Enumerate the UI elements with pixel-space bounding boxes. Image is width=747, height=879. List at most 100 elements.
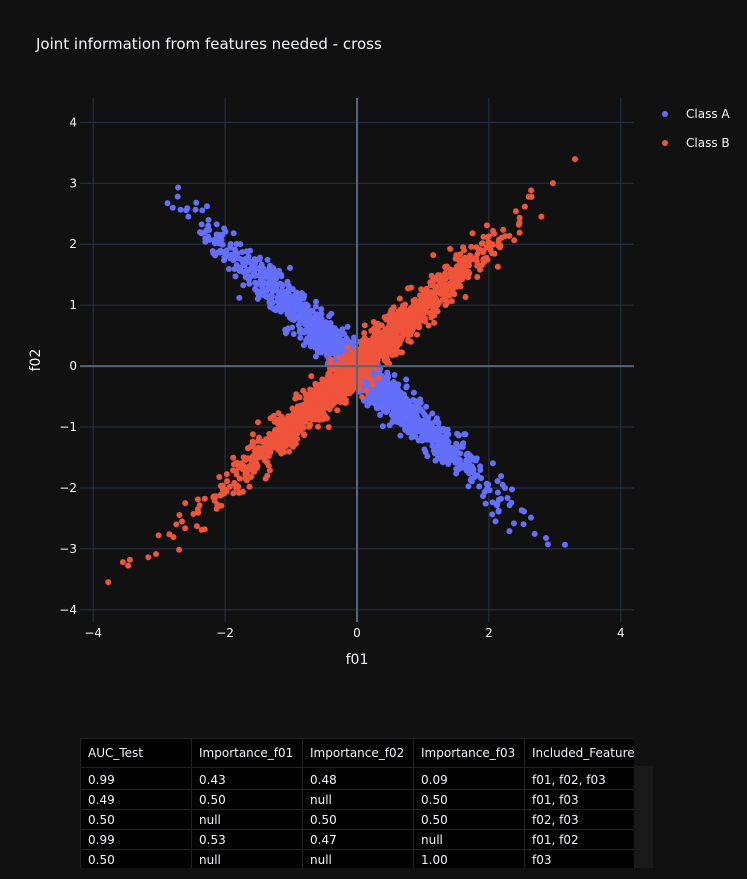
- data-point: [292, 304, 298, 310]
- zero-lines: [80, 98, 634, 622]
- data-point: [525, 193, 532, 200]
- data-point: [239, 488, 246, 495]
- data-point: [310, 391, 317, 398]
- data-point: [350, 360, 357, 366]
- data-point: [454, 466, 461, 473]
- data-point: [326, 313, 333, 320]
- data-point: [509, 486, 515, 493]
- data-point: [279, 281, 285, 288]
- data-point: [403, 383, 410, 390]
- data-point: [444, 432, 450, 439]
- data-point: [457, 443, 464, 450]
- data-point: [231, 480, 238, 487]
- legend[interactable]: Class A Class B: [662, 107, 730, 150]
- data-point: [405, 285, 411, 292]
- x-tick-label: −2: [216, 626, 234, 640]
- data-point: [489, 499, 496, 506]
- legend-label: Class A: [686, 107, 730, 121]
- data-point: [231, 266, 238, 272]
- data-point: [467, 466, 474, 473]
- data-point: [174, 193, 181, 200]
- data-point: [267, 303, 274, 310]
- data-point: [345, 367, 352, 374]
- data-point: [177, 206, 184, 213]
- data-point: [397, 432, 404, 439]
- data-point: [328, 324, 335, 331]
- data-point: [414, 304, 421, 311]
- data-point: [337, 399, 344, 405]
- data-point: [492, 518, 499, 525]
- data-point: [416, 324, 423, 330]
- table-cell: 0.99: [80, 829, 192, 850]
- data-point: [455, 432, 462, 439]
- data-point: [538, 213, 545, 220]
- data-point: [269, 288, 276, 294]
- data-point: [313, 383, 320, 390]
- data-point: [300, 342, 307, 349]
- data-point: [231, 461, 237, 468]
- data-point: [105, 579, 112, 586]
- scatter-chart: Joint information from features needed -…: [28, 35, 730, 668]
- data-point: [438, 437, 445, 444]
- data-point: [365, 351, 372, 358]
- table-cell: null: [191, 809, 303, 830]
- data-point: [333, 375, 340, 382]
- data-point: [512, 208, 519, 215]
- data-point: [390, 379, 397, 385]
- data-point: [288, 316, 295, 323]
- data-point: [452, 268, 459, 275]
- data-point: [405, 337, 412, 344]
- data-point: [243, 267, 250, 274]
- data-point: [504, 495, 511, 501]
- data-point: [392, 331, 399, 337]
- data-point: [119, 559, 126, 566]
- data-point: [299, 403, 306, 410]
- data-point: [468, 478, 475, 485]
- data-point: [273, 444, 280, 451]
- data-point: [429, 308, 436, 315]
- table-cell: null: [413, 829, 525, 850]
- data-point: [312, 326, 319, 333]
- data-point: [447, 449, 454, 456]
- data-point: [246, 483, 253, 490]
- table-cell: f01, f03: [524, 789, 634, 810]
- data-point: [407, 315, 414, 322]
- data-point: [409, 407, 416, 414]
- data-point: [221, 257, 228, 264]
- data-point: [278, 273, 285, 280]
- data-point: [423, 403, 430, 410]
- data-point: [176, 546, 183, 553]
- data-point: [300, 294, 307, 301]
- scatter-points: [105, 156, 578, 586]
- data-point: [491, 230, 498, 237]
- data-point: [246, 280, 253, 287]
- data-point: [271, 418, 278, 425]
- data-point: [500, 226, 507, 233]
- data-point: [196, 502, 203, 509]
- data-point: [314, 348, 321, 355]
- data-point: [469, 230, 476, 237]
- data-point: [240, 282, 247, 289]
- table-row: 0.49 0.50 null 0.50 f01, f03: [80, 789, 634, 810]
- data-point: [294, 411, 301, 418]
- data-point: [126, 556, 133, 563]
- data-point: [256, 434, 262, 441]
- data-point: [424, 418, 430, 425]
- data-point: [125, 562, 132, 569]
- legend-item[interactable]: Class A: [662, 107, 730, 121]
- legend-item[interactable]: Class B: [662, 136, 730, 150]
- data-point: [248, 442, 255, 449]
- data-point: [276, 288, 283, 295]
- data-point: [327, 356, 334, 363]
- data-point: [304, 328, 311, 335]
- x-tick-label: 0: [353, 626, 361, 640]
- data-point: [415, 405, 422, 411]
- data-point: [447, 274, 453, 281]
- data-point: [494, 489, 501, 496]
- results-table-container[interactable]: AUC_Test Importance_f01 Importance_f02 I…: [80, 738, 634, 868]
- data-point: [166, 531, 173, 538]
- data-point: [194, 509, 201, 516]
- y-tick-label: −3: [59, 542, 77, 556]
- data-point: [222, 228, 229, 235]
- data-point: [321, 340, 328, 347]
